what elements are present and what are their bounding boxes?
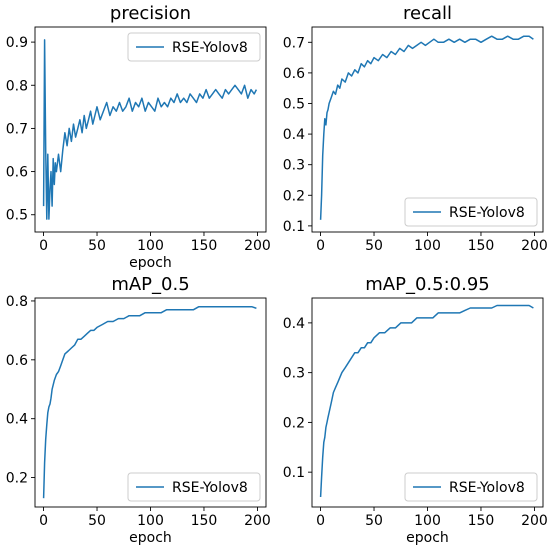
y-tick-label: 0.4 [6,412,28,428]
series-line [42,306,257,499]
x-tick-label: 100 [137,238,164,254]
legend-label: RSE-Yolov8 [449,205,525,221]
legend: RSE-Yolov8 [404,197,538,227]
x-tick-label: 50 [88,513,106,529]
x-tick-label: 50 [365,513,383,529]
x-tick-label: 100 [137,513,164,529]
x-tick-label: 100 [414,513,441,529]
series-line [42,39,258,220]
legend-label: RSE-Yolov8 [172,40,248,56]
x-tick-label: 0 [316,238,325,254]
y-tick-label: 0.8 [6,78,28,94]
y-tick-label: 0.6 [6,165,28,181]
y-tick-label: 0.3 [283,366,305,382]
legend: RSE-Yolov8 [404,472,538,502]
y-tick-label: 0.7 [6,121,28,137]
series-line [319,304,534,498]
x-tick-label: 150 [468,238,495,254]
subplot-0: precision 0 50 100 150 200 0.5 0.6 0.7 0.8 0.9 epoc… [6,3,271,271]
y-tick-label: 0.2 [6,471,28,487]
x-tick-label: 0 [39,238,48,254]
legend-label: RSE-Yolov8 [172,480,248,496]
y-tick-label: 0.5 [6,208,28,224]
x-tick-label: 50 [365,238,383,254]
x-tick-label: 100 [414,238,441,254]
chart-title: recall [403,3,452,24]
chart-title: mAP_0.5:0.95 [365,274,489,295]
y-tick-label: 0.8 [6,294,28,310]
series-line [319,35,534,220]
y-tick-label: 0.5 [283,96,305,112]
x-tick-label: 200 [521,513,548,529]
x-tick-label: 150 [191,238,218,254]
y-tick-label: 0.3 [283,158,305,174]
y-tick-label: 0.2 [283,188,305,204]
legend-box [127,472,261,502]
y-tick-label: 0.2 [283,415,305,431]
legend: RSE-Yolov8 [127,472,261,502]
x-axis-label: epoch [129,255,172,271]
x-tick-label: 0 [39,513,48,529]
chart-title: precision [110,3,191,24]
subplot-1: recall 0 50 100 150 200 0.1 0.2 0.3 0.4 0.5 0.6 0.7 R… [283,3,548,254]
x-axis-label: epoch [406,530,449,546]
chart-title: mAP_0.5 [111,274,189,295]
y-tick-label: 0.4 [283,316,305,332]
subplot-2: mAP_0.5 0 50 100 150 200 0.2 0.4 0.6 0.8 epoch RSE-… [6,274,271,546]
legend-box [404,197,538,227]
x-tick-label: 200 [244,513,271,529]
x-tick-label: 150 [468,513,495,529]
y-tick-label: 0.6 [6,353,28,369]
x-tick-label: 200 [521,238,548,254]
y-tick-label: 0.1 [283,219,305,235]
legend: RSE-Yolov8 [127,32,261,62]
y-tick-label: 0.9 [6,35,28,51]
y-tick-label: 0.7 [283,35,305,51]
x-tick-label: 50 [88,238,106,254]
legend-box [127,32,261,62]
y-tick-label: 0.6 [283,66,305,82]
x-tick-label: 200 [244,238,271,254]
y-tick-label: 0.1 [283,465,305,481]
subplot-3: mAP_0.5:0.95 0 50 100 150 200 0.1 0.2 0.3 0.4 epoc… [283,274,548,546]
x-tick-label: 150 [191,513,218,529]
x-axis-label: epoch [129,530,172,546]
y-tick-label: 0.4 [283,127,305,143]
legend-label: RSE-Yolov8 [449,480,525,496]
legend-box [404,472,538,502]
x-tick-label: 0 [316,513,325,529]
